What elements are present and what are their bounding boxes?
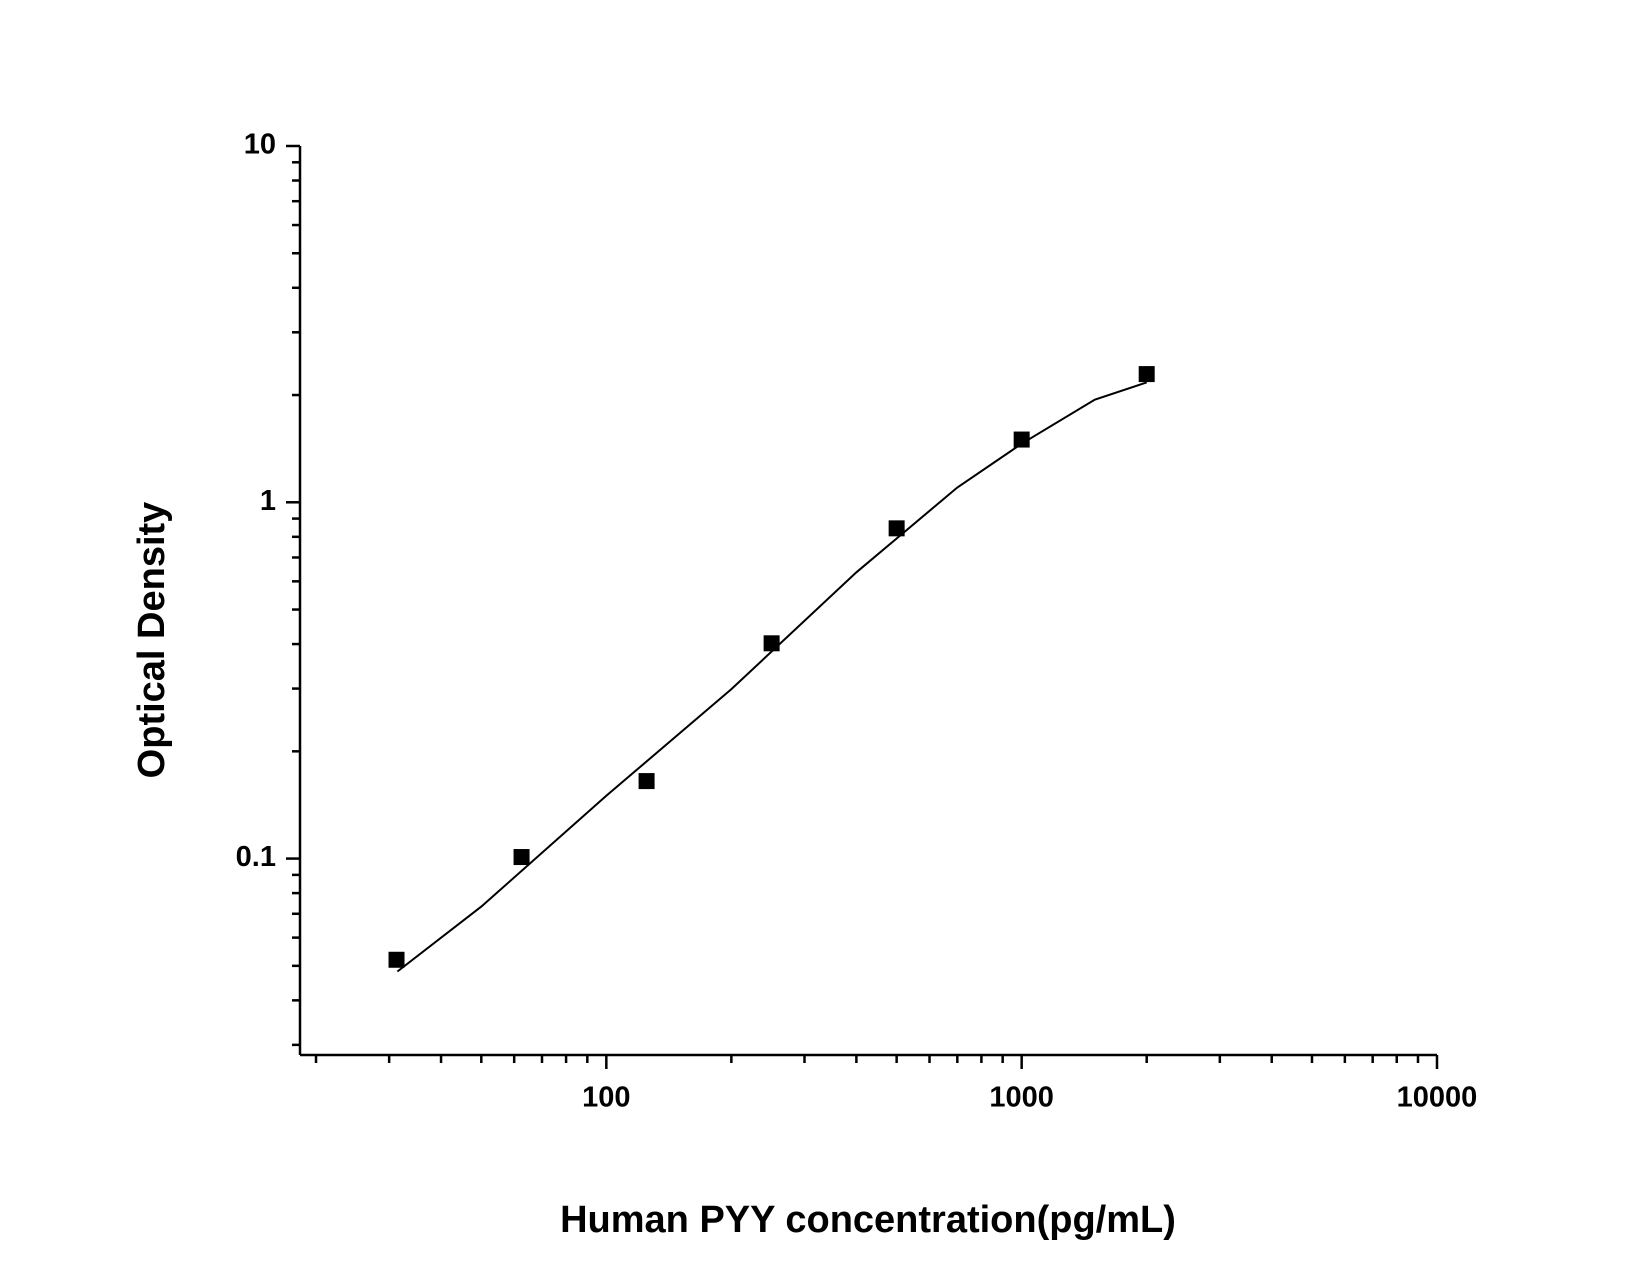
y-tick-label: 10 xyxy=(244,129,276,161)
data-point xyxy=(888,520,905,537)
y-axis-title: Optical Density xyxy=(131,502,173,779)
data-point xyxy=(763,635,780,652)
x-axis-title: Human PYY concentration(pg/mL) xyxy=(560,1199,1176,1241)
x-tick-label: 10000 xyxy=(1397,1082,1478,1114)
x-tick-label: 100 xyxy=(582,1082,630,1114)
data-point xyxy=(1013,431,1030,448)
y-tick-label: 0.1 xyxy=(236,841,276,873)
data-point xyxy=(638,773,655,790)
data-point xyxy=(1138,366,1155,383)
y-tick-label: 1 xyxy=(260,485,276,517)
x-tick-label: 1000 xyxy=(989,1082,1054,1114)
fit-curve xyxy=(396,381,1148,973)
data-point xyxy=(388,951,405,968)
data-point xyxy=(513,849,530,866)
